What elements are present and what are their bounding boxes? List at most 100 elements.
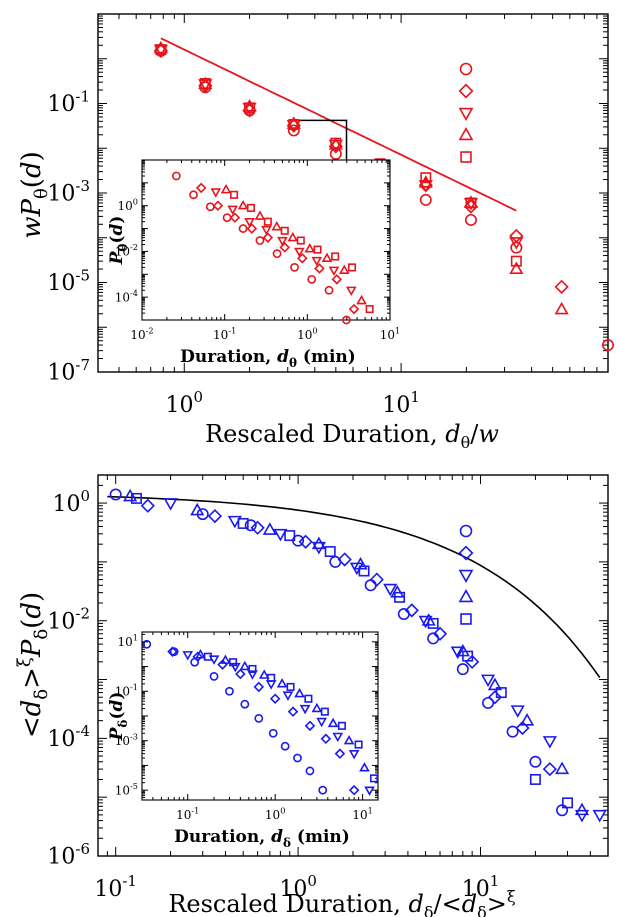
b-point-square — [529, 773, 541, 785]
b-inset-point-circle — [240, 699, 250, 709]
a-y-tick-label: 10-3 — [47, 177, 90, 207]
b-inset-point-circle — [293, 753, 302, 763]
b-inset-point-diamond — [287, 706, 299, 717]
a-inset-y-tick-label: 100 — [118, 197, 138, 213]
a-point-diamond — [554, 279, 569, 294]
a-point-triangle-down — [198, 79, 213, 92]
b-y-tick-label: 10-6 — [47, 840, 90, 870]
a-inset-point-square — [347, 263, 357, 272]
x-axis-label-b: Rescaled Duration, dδ/<dδ>ξ — [168, 887, 516, 917]
a-inset-point-circle — [290, 263, 299, 272]
b-x-tick-label: 101 — [462, 872, 500, 902]
b-inset-y-tick-label: 10-1 — [115, 682, 138, 698]
a-inset-x-tick-label: 101 — [380, 326, 400, 342]
b-point-square — [562, 797, 574, 809]
b-inset-point-diamond — [320, 733, 332, 745]
b-inset-point-triangle-up — [239, 660, 251, 671]
legend-marker-triangle-down — [458, 107, 474, 121]
b-inset-point-diamond — [167, 646, 178, 657]
a-point-circle — [464, 213, 477, 226]
b-point-diamond — [298, 534, 313, 549]
a-y-tick-label: 10-5 — [47, 266, 90, 296]
b-point-square — [495, 687, 507, 699]
a-point-triangle-down — [286, 120, 301, 133]
a-inset-point-triangle-up — [321, 252, 333, 262]
a-inset-x-tick-label: 100 — [297, 326, 317, 342]
b-inset-point-circle — [305, 766, 315, 776]
b-point-diamond — [337, 552, 352, 567]
a-inset-series-triangle-down — [210, 188, 357, 297]
a-inset-point-circle — [171, 171, 181, 181]
b-point-diamond — [369, 572, 384, 587]
b-inset-x-tick-label: 100 — [265, 806, 285, 822]
b-point-square — [358, 565, 370, 577]
b-inset-point-diamond — [348, 784, 360, 796]
a-y-tick-label: 10-7 — [47, 356, 90, 386]
a-point-square — [420, 172, 432, 184]
legend-marker-triangle-up — [458, 589, 474, 603]
b-inset-point-triangle-up — [276, 678, 288, 688]
a-inset-point-triangle-up — [338, 264, 350, 274]
a-inset-series-circle — [171, 171, 351, 325]
b-inset-point-triangle-up — [220, 654, 231, 664]
a-inset-point-diamond — [195, 182, 207, 194]
b-inset-point-diamond — [304, 720, 316, 732]
legend-marker-diamond — [458, 545, 474, 561]
a-inset-point-triangle-down — [277, 236, 288, 247]
b-inset-x-tick-label: 101 — [352, 806, 372, 822]
legend-marker-square — [460, 613, 472, 625]
a-inset-point-triangle-up — [237, 199, 249, 210]
a-point-square — [330, 137, 342, 149]
b-inset-y-tick-label: 10-3 — [115, 732, 138, 748]
b-x-tick-label: 100 — [279, 872, 317, 902]
a-inset-point-diamond — [229, 212, 241, 223]
a-inset-point-square — [296, 236, 305, 245]
b-inset-point-triangle-up — [343, 734, 355, 745]
a-inset-x-tick-label: 10-2 — [130, 326, 153, 342]
b-inset-point-triangle-down — [282, 691, 294, 701]
b-inset-point-circle — [318, 785, 328, 795]
a-point-triangle-down — [509, 237, 524, 250]
b-y-tick-label: 10-4 — [47, 722, 90, 752]
b-inset-point-triangle-up — [359, 762, 370, 772]
b-inset-point-square — [229, 658, 238, 667]
b-inset-point-circle — [254, 713, 264, 723]
b-inset-point-diamond — [253, 681, 265, 693]
a-inset-point-triangle-down — [345, 286, 357, 297]
b-inset-point-square — [354, 740, 363, 749]
b-inset-point-triangle-down — [332, 732, 344, 743]
b-inset-point-square — [369, 774, 379, 783]
b-point-circle — [482, 696, 495, 709]
b-point-triangle-down — [227, 515, 242, 529]
a-inset-x-tick-label: 10-1 — [213, 326, 236, 342]
legend-marker-diamond — [458, 83, 474, 99]
a-inset-point-triangle-down — [311, 256, 323, 267]
a-inset-point-square — [280, 226, 289, 235]
b-point-triangle-up — [487, 677, 503, 691]
a-point-triangle-up — [328, 137, 343, 150]
b-series-square — [130, 492, 574, 809]
a-point-square — [155, 44, 167, 56]
legend-marker-circle — [459, 62, 473, 76]
a-x-tick-label: 101 — [382, 388, 420, 418]
b-inset-point-square — [337, 721, 346, 730]
b-point-triangle-down — [273, 528, 288, 542]
b-inset-point-triangle-up — [327, 717, 339, 728]
b-inset-point-triangle-down — [229, 662, 241, 673]
a-inset-point-diamond — [331, 274, 343, 285]
a-inset-point-circle — [307, 274, 317, 284]
a-inset-point-square — [365, 305, 374, 314]
a-point-square — [244, 102, 256, 114]
b-point-square — [284, 530, 296, 542]
a-inset-point-diamond — [314, 263, 325, 274]
a-point-square — [510, 255, 522, 267]
b-inset-point-circle — [142, 639, 152, 649]
b-inset-point-square — [286, 682, 295, 691]
b-inset-x-tick-label: 10-1 — [176, 806, 199, 822]
a-point-square — [465, 197, 477, 209]
b-point-diamond — [250, 520, 265, 535]
legend-marker-square — [460, 151, 472, 163]
b-inset-point-triangle-down — [299, 704, 311, 715]
b-point-triangle-up — [554, 761, 570, 775]
a-inset-point-circle — [342, 315, 351, 325]
